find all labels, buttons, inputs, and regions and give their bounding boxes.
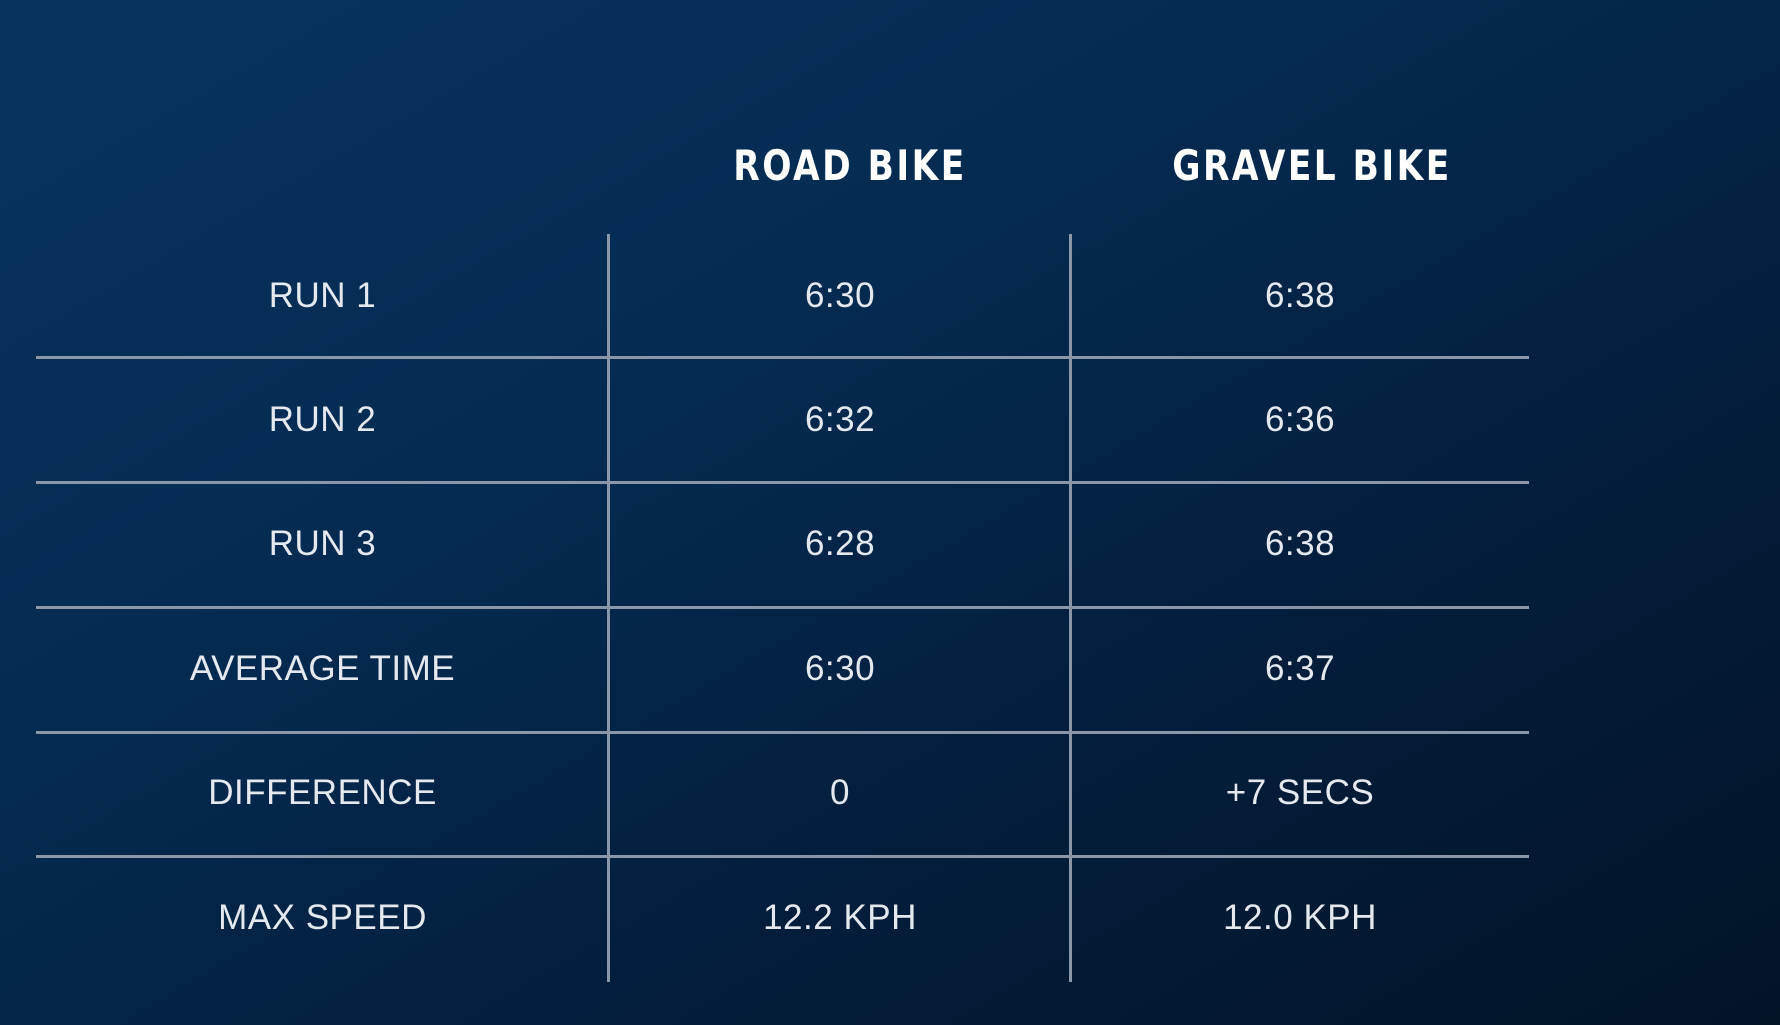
table-row-difference: DIFFERENCE 0 +7 SECS xyxy=(0,731,1780,855)
road-bike-value: 6:28 xyxy=(804,524,876,563)
table-row-run-2: RUN 2 6:32 6:36 xyxy=(0,358,1780,482)
road-bike-value: 6:30 xyxy=(804,276,876,315)
road-bike-value: 12.2 KPH xyxy=(763,898,917,937)
row-label: RUN 2 xyxy=(268,400,377,439)
row-label: AVERAGE TIME xyxy=(189,649,456,688)
table-row-average-time: AVERAGE TIME 6:30 6:37 xyxy=(0,607,1780,731)
gravel-bike-value: +7 SECS xyxy=(1225,773,1375,812)
gravel-bike-value: 6:37 xyxy=(1264,649,1336,688)
row-divider xyxy=(36,855,1529,858)
gravel-bike-value: 6:38 xyxy=(1264,276,1336,315)
gravel-bike-value: 12.0 KPH xyxy=(1223,898,1377,937)
road-bike-value: 6:32 xyxy=(804,400,876,439)
row-divider xyxy=(36,356,1529,359)
row-divider xyxy=(36,731,1529,734)
road-bike-value: 0 xyxy=(830,773,850,812)
column-header-gravel-bike: GRAVEL BIKE xyxy=(1172,141,1452,190)
table-row-run-3: RUN 3 6:28 6:38 xyxy=(0,482,1780,606)
table-row-max-speed: MAX SPEED 12.2 KPH 12.0 KPH xyxy=(0,856,1780,980)
gravel-bike-value: 6:36 xyxy=(1264,400,1336,439)
row-divider xyxy=(36,481,1529,484)
road-bike-value: 6:30 xyxy=(804,649,876,688)
row-divider xyxy=(36,606,1529,609)
table-row-run-1: RUN 1 6:30 6:38 xyxy=(0,234,1780,358)
gravel-bike-value: 6:38 xyxy=(1264,524,1336,563)
row-label: MAX SPEED xyxy=(218,898,427,937)
row-label: DIFFERENCE xyxy=(208,773,437,812)
column-header-road-bike: ROAD BIKE xyxy=(733,141,967,190)
row-label: RUN 1 xyxy=(268,276,377,315)
row-label: RUN 3 xyxy=(268,524,377,563)
